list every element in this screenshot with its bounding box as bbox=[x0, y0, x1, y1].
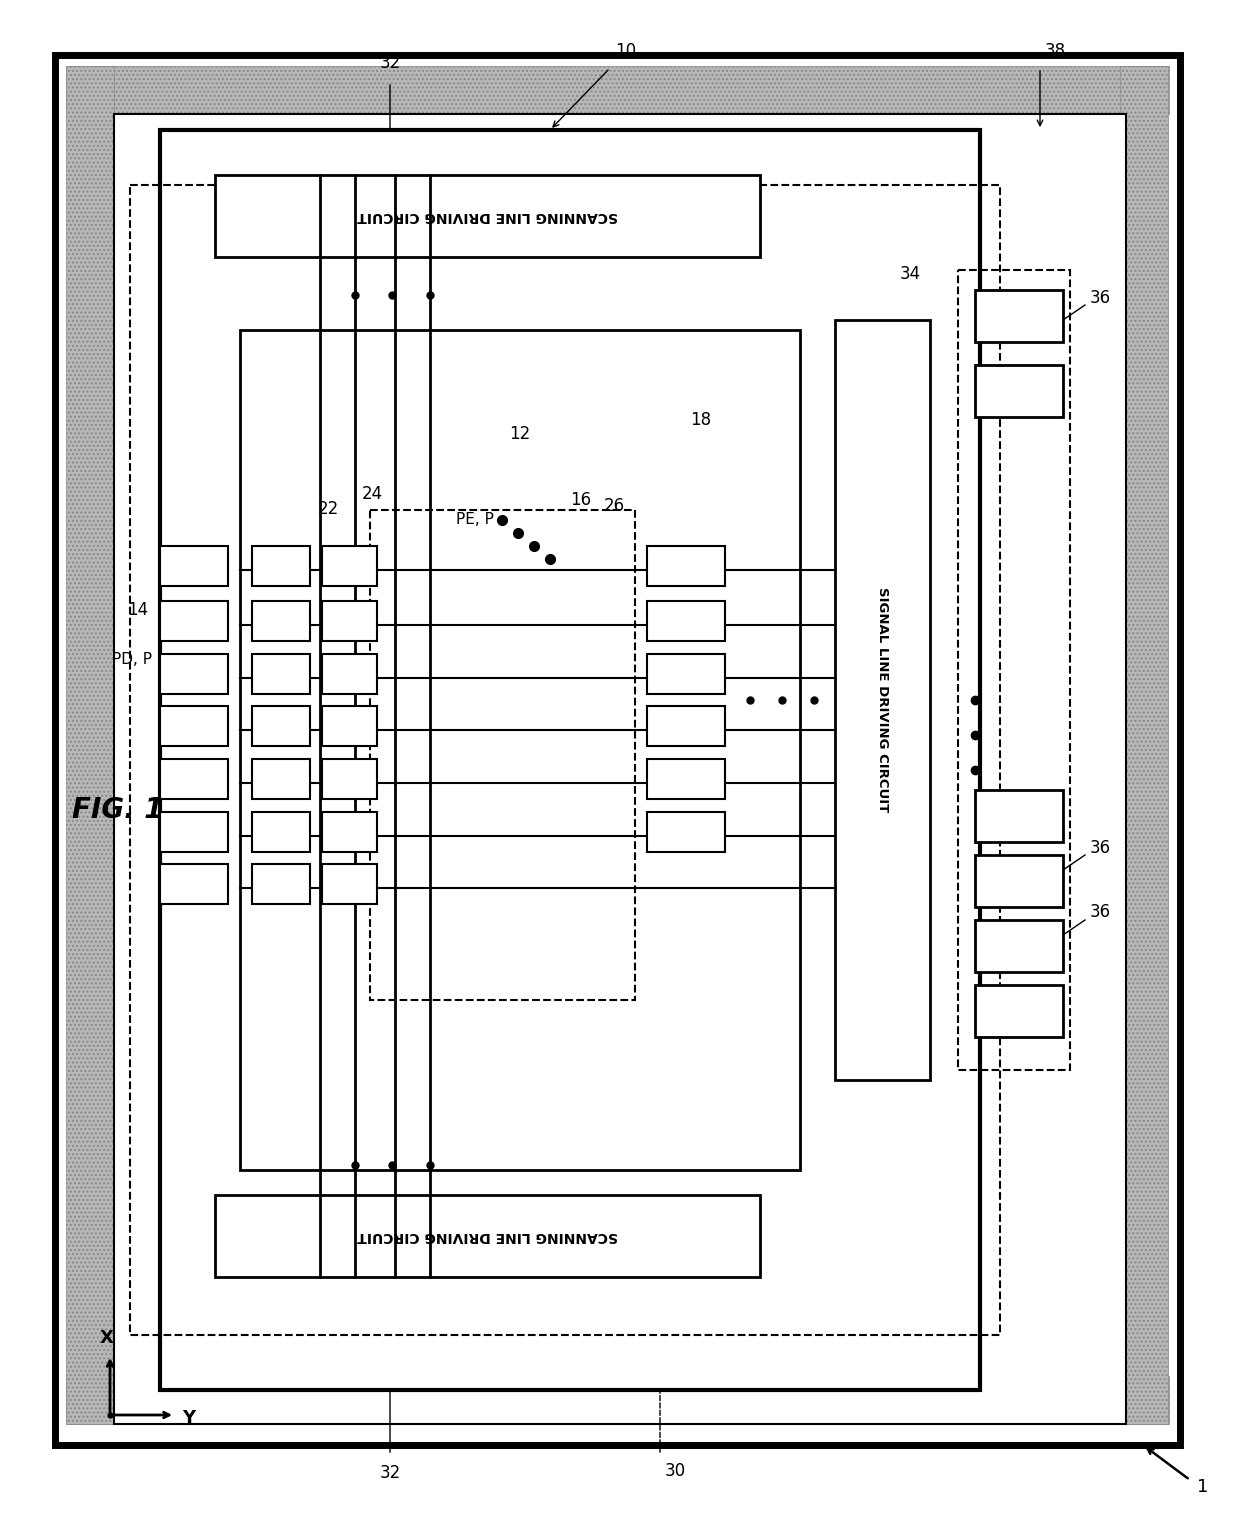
Text: 36: 36 bbox=[1090, 903, 1111, 921]
Bar bbox=[975, 985, 1063, 1037]
Bar bbox=[215, 1195, 760, 1277]
Text: 36: 36 bbox=[1090, 288, 1111, 307]
Text: SCANNING LINE DRIVING CIRCUIT: SCANNING LINE DRIVING CIRCUIT bbox=[357, 209, 618, 223]
Bar bbox=[647, 759, 725, 798]
Text: 22: 22 bbox=[317, 499, 339, 518]
Bar bbox=[66, 65, 1169, 114]
Bar bbox=[322, 601, 377, 641]
Bar bbox=[160, 759, 228, 798]
Text: 38: 38 bbox=[1045, 43, 1066, 61]
Bar bbox=[647, 546, 725, 586]
Bar bbox=[322, 706, 377, 745]
Bar bbox=[252, 654, 310, 694]
Bar bbox=[322, 864, 377, 905]
Bar bbox=[160, 546, 228, 586]
Bar bbox=[252, 759, 310, 798]
Bar bbox=[322, 759, 377, 798]
Bar bbox=[130, 185, 999, 1334]
Bar bbox=[66, 65, 114, 1424]
Text: 24: 24 bbox=[361, 484, 383, 502]
Text: 1: 1 bbox=[1197, 1479, 1208, 1497]
Bar bbox=[975, 290, 1063, 342]
Text: 14: 14 bbox=[126, 601, 148, 619]
Text: 30: 30 bbox=[665, 1462, 686, 1480]
Text: 16: 16 bbox=[570, 490, 591, 509]
Text: PD, P: PD, P bbox=[112, 653, 153, 668]
Bar bbox=[160, 706, 228, 745]
Bar bbox=[160, 812, 228, 852]
Bar bbox=[959, 270, 1070, 1070]
Bar bbox=[370, 510, 635, 1000]
Bar bbox=[160, 864, 228, 905]
Bar bbox=[647, 601, 725, 641]
Bar bbox=[1120, 65, 1168, 1424]
Bar bbox=[835, 320, 930, 1079]
Bar bbox=[975, 920, 1063, 972]
Bar bbox=[252, 601, 310, 641]
Text: 36: 36 bbox=[1090, 839, 1111, 858]
Text: 32: 32 bbox=[379, 1463, 401, 1482]
Text: PE, P: PE, P bbox=[456, 513, 494, 527]
Bar bbox=[647, 706, 725, 745]
Bar bbox=[252, 706, 310, 745]
Bar bbox=[252, 812, 310, 852]
Text: SIGNAL LINE DRIVING CIRCUIT: SIGNAL LINE DRIVING CIRCUIT bbox=[875, 587, 889, 812]
Text: 18: 18 bbox=[689, 411, 711, 430]
Bar bbox=[647, 654, 725, 694]
Text: X: X bbox=[100, 1328, 114, 1346]
Bar bbox=[647, 812, 725, 852]
Text: 10: 10 bbox=[615, 43, 636, 61]
Bar bbox=[322, 654, 377, 694]
Bar bbox=[252, 546, 310, 586]
Bar bbox=[215, 175, 760, 257]
Bar bbox=[160, 654, 228, 694]
Bar bbox=[241, 329, 800, 1170]
Bar bbox=[160, 131, 980, 1390]
Bar bbox=[975, 789, 1063, 842]
Text: Y: Y bbox=[182, 1409, 195, 1427]
Bar bbox=[66, 1375, 1169, 1424]
Bar bbox=[114, 114, 1126, 1424]
Bar bbox=[252, 864, 310, 905]
Bar bbox=[322, 812, 377, 852]
Text: SCANNING LINE DRIVING CIRCUIT: SCANNING LINE DRIVING CIRCUIT bbox=[357, 1230, 618, 1243]
Text: 32: 32 bbox=[379, 55, 401, 71]
Bar bbox=[160, 601, 228, 641]
Bar bbox=[975, 855, 1063, 906]
Text: 12: 12 bbox=[510, 425, 531, 443]
Bar bbox=[975, 364, 1063, 417]
Bar bbox=[322, 546, 377, 586]
Text: FIG. 1: FIG. 1 bbox=[72, 795, 164, 824]
Text: 26: 26 bbox=[604, 496, 625, 515]
Text: 34: 34 bbox=[900, 266, 921, 282]
